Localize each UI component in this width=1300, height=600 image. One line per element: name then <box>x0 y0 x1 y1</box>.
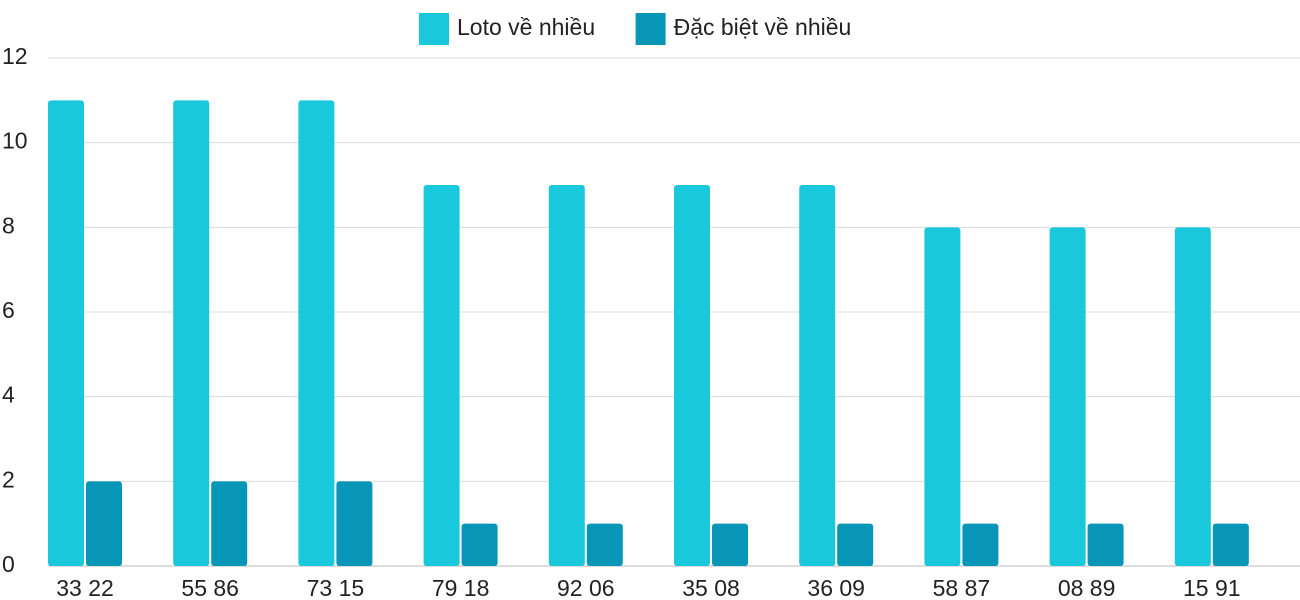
x-tick-label: 35 08 <box>682 575 740 600</box>
bar <box>1212 523 1249 566</box>
bar <box>548 185 585 566</box>
bar <box>173 100 210 566</box>
bar <box>962 523 999 566</box>
bar <box>924 227 961 567</box>
bar <box>336 481 373 566</box>
bar <box>837 523 874 566</box>
y-tick-label: 12 <box>2 43 28 69</box>
bar <box>48 100 84 566</box>
y-tick-label: 6 <box>2 297 15 323</box>
x-tick-label: 55 86 <box>181 575 239 600</box>
x-tick-label: 08 89 <box>1058 575 1116 600</box>
x-tick-label: 15 91 <box>1183 575 1241 600</box>
y-tick-label: 2 <box>2 466 15 492</box>
bar <box>799 185 836 566</box>
bar <box>674 185 710 566</box>
legend-swatch <box>419 13 449 45</box>
x-tick-label: 92 06 <box>557 575 615 600</box>
bar <box>1174 227 1211 567</box>
y-tick-label: 4 <box>2 382 15 408</box>
x-tick-label: 79 18 <box>432 575 490 600</box>
x-tick-label: 58 87 <box>933 575 991 600</box>
y-tick-label: 8 <box>2 212 15 238</box>
legend-label: Đặc biệt về nhiều <box>674 14 852 40</box>
bar <box>86 481 122 566</box>
bar <box>712 523 748 566</box>
x-tick-label: 33 22 <box>56 575 114 600</box>
bar <box>1049 227 1086 567</box>
bar <box>1087 523 1124 566</box>
bar <box>211 481 248 566</box>
bar <box>423 185 460 566</box>
x-tick-label: 73 15 <box>307 575 365 600</box>
x-tick-label: 36 09 <box>807 575 865 600</box>
y-tick-label: 0 <box>2 551 15 577</box>
bar <box>298 100 335 566</box>
y-tick-label: 10 <box>2 128 28 154</box>
legend-swatch <box>635 13 666 45</box>
legend-label: Loto về nhiều <box>457 14 595 40</box>
bar <box>461 523 498 566</box>
bar <box>586 523 623 566</box>
